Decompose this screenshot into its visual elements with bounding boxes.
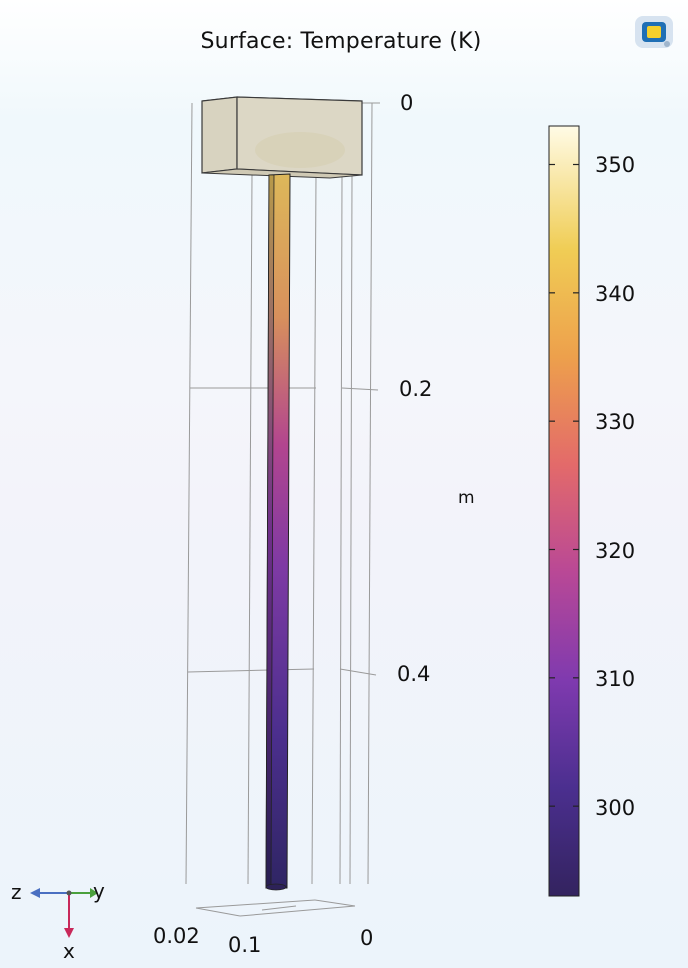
axis-triad bbox=[30, 888, 98, 938]
colorbar-tick-label: 340 bbox=[595, 282, 636, 306]
bottom-tick-2: 0 bbox=[360, 926, 374, 950]
plot-title: Surface: Temperature (K) bbox=[200, 29, 482, 54]
colorbar-tick-label: 330 bbox=[595, 410, 636, 434]
triad-x-label: x bbox=[63, 939, 75, 963]
grid-lines bbox=[185, 102, 380, 917]
axis-unit-label: m bbox=[458, 488, 475, 508]
bottom-tick-0: 0.02 bbox=[153, 924, 200, 948]
colorbar-tick-label: 350 bbox=[595, 153, 636, 177]
x-arrow-icon bbox=[64, 928, 74, 938]
bottom-tick-1: 0.1 bbox=[228, 933, 262, 957]
colorbar-tick-label: 300 bbox=[595, 796, 636, 820]
heat-sink-block[interactable] bbox=[201, 96, 363, 179]
triad-y-label: y bbox=[93, 879, 105, 903]
colorbar bbox=[548, 125, 580, 897]
triad-z-label: z bbox=[11, 880, 22, 904]
vertical-tick-0: 0 bbox=[400, 91, 414, 115]
comsol-logo-icon[interactable] bbox=[633, 14, 675, 50]
y-arrow-icon bbox=[90, 888, 98, 898]
colorbar-labels: 350 340 330 320 310 300 bbox=[595, 0, 655, 968]
colorbar-tick-label: 320 bbox=[595, 539, 636, 563]
vertical-tick-2: 0.4 bbox=[397, 662, 431, 686]
vertical-tick-1: 0.2 bbox=[399, 377, 433, 401]
z-arrow-icon bbox=[30, 888, 40, 898]
colorbar-tick-label: 310 bbox=[595, 667, 636, 691]
fin-rod[interactable] bbox=[265, 173, 291, 891]
